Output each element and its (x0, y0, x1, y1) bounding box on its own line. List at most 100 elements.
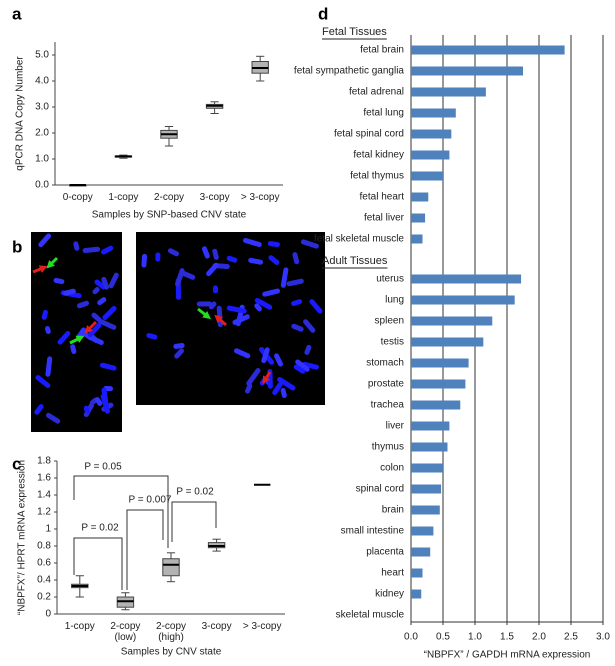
arrow-head (262, 375, 270, 385)
y-tick-label: fetal skeletal muscle (314, 234, 404, 245)
chromosome (300, 239, 319, 249)
x-tick-label: 1.0 (468, 632, 482, 643)
bar (411, 274, 522, 284)
y-tick-label: lung (385, 295, 404, 306)
bar (411, 66, 523, 76)
chromosome (174, 348, 184, 359)
chromosome (201, 246, 210, 259)
x-tick-label: 2.5 (564, 632, 578, 643)
chromosome (173, 343, 185, 349)
y-tick-label: 0.6 (37, 558, 51, 569)
x-tick-label: 0.0 (404, 632, 418, 643)
chromosome (38, 233, 52, 248)
x-tick-label: 3.0 (596, 632, 610, 643)
chromosome (53, 277, 65, 285)
chromosome (35, 375, 51, 389)
y-tick-label: 1.4 (37, 490, 51, 501)
chromosome (291, 323, 304, 332)
x-axis-label: “NBPFX” / GAPDH mRNA expression (424, 650, 591, 661)
panel-label: d (318, 4, 328, 23)
chromosome (243, 237, 262, 248)
chromosome (254, 297, 273, 310)
annotation: P = 0.05 (84, 462, 122, 473)
y-tick-label: 2.0 (35, 128, 49, 139)
chromosome (76, 300, 90, 309)
y-tick-label: 0.2 (37, 592, 51, 603)
arrow-head (84, 325, 93, 334)
y-tick-label: 1.0 (35, 154, 49, 165)
y-tick-label: placenta (366, 547, 404, 558)
bar (411, 234, 423, 244)
chromosome (295, 359, 310, 372)
bar (411, 505, 440, 515)
chromosome (94, 279, 107, 290)
y-tick-label: thymus (372, 442, 404, 453)
chromosome (41, 309, 48, 320)
chromosome (34, 404, 44, 415)
chromosome (280, 267, 289, 288)
y-tick-label: fetal adrenal (349, 87, 404, 98)
x-tick-label: 1-copy (108, 192, 139, 203)
y-tick-label: fetal liver (364, 213, 405, 224)
y-tick-label: brain (382, 505, 404, 516)
y-tick-label: fetal heart (360, 192, 405, 203)
y-tick-label: kidney (375, 589, 404, 600)
bar (411, 484, 442, 494)
bar (411, 150, 450, 160)
x-tick-label: 2-copy (153, 192, 184, 203)
y-tick-label: prostate (368, 379, 405, 390)
chromosome (208, 301, 217, 310)
chromosome (108, 272, 119, 289)
y-tick-label: colon (380, 463, 404, 474)
bar (411, 463, 443, 473)
annotation: P = 0.02 (176, 487, 214, 498)
chromosome (45, 412, 61, 424)
y-tick-label: spleen (375, 316, 404, 327)
y-tick-label: 3.0 (35, 102, 49, 113)
arrow-head (75, 335, 85, 343)
y-axis-label: “NBPFX”/ HPRT mRNA expression (17, 460, 28, 615)
y-tick-label: fetal kidney (353, 150, 404, 161)
chromosome (70, 344, 77, 354)
chromosome (83, 405, 90, 414)
x-tick-label: > 3-copy (240, 192, 280, 203)
chromosome (262, 288, 281, 297)
chromosome (196, 301, 212, 307)
bar (411, 400, 461, 410)
chromosome (293, 364, 306, 374)
panel-label: c (12, 454, 21, 473)
chromosome (304, 344, 312, 355)
chromosome (146, 333, 158, 340)
chromosome (272, 381, 283, 396)
x-tick-label: > 3-copy (242, 621, 282, 632)
bar (411, 213, 426, 223)
chromosome (212, 248, 219, 260)
chromosome (45, 356, 53, 377)
chromosome (92, 287, 100, 295)
chromosome (226, 305, 247, 314)
chromosome (102, 305, 117, 321)
y-tick-label: 4.0 (35, 76, 49, 87)
group-header: Fetal Tissues (322, 26, 387, 38)
chromosome (73, 241, 80, 251)
y-tick-label: spinal cord (356, 484, 404, 495)
significance-bracket (171, 501, 217, 542)
chromosome (155, 252, 161, 262)
significance-bracket (73, 475, 169, 548)
arrow-head (214, 314, 223, 323)
x-tick-label: 3-copy (201, 621, 232, 632)
bar (411, 337, 484, 347)
bar (411, 358, 469, 368)
chromosome (267, 241, 280, 248)
y-tick-label: 1.2 (37, 507, 51, 518)
y-tick-label: 0.0 (35, 180, 49, 191)
chromosome (97, 297, 107, 306)
chromosome (94, 397, 103, 406)
bar (411, 379, 466, 389)
chromosome (303, 319, 316, 333)
chromosome (286, 278, 304, 287)
chromosome (79, 329, 94, 341)
chromosome (179, 270, 196, 280)
chromosome (245, 383, 253, 394)
